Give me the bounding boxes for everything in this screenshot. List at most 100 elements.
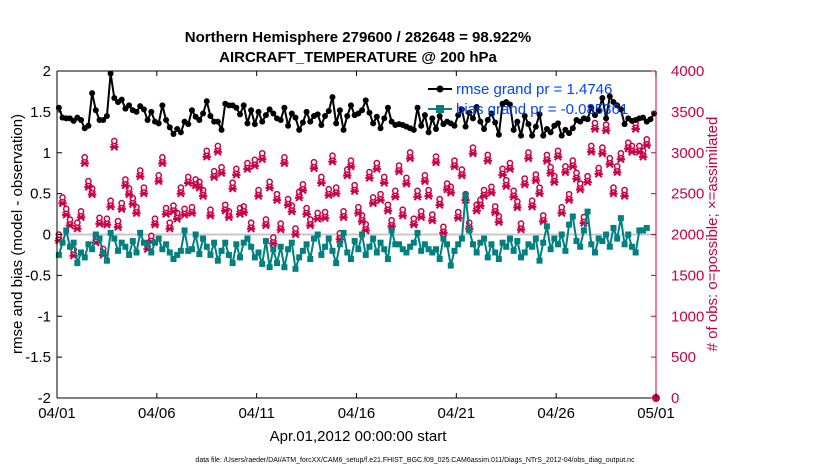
rmse-point (144, 117, 151, 124)
obs-possible-marker (639, 147, 647, 155)
obs-possible-marker (550, 172, 558, 180)
bias-point (503, 243, 510, 250)
rmse-point (270, 110, 277, 117)
bias-point (129, 238, 136, 245)
obs-possible-marker (587, 142, 595, 150)
bias-point (562, 247, 569, 254)
obs-assimilated-marker (383, 206, 393, 215)
rmse-point (292, 114, 299, 121)
obs-assimilated-marker (276, 225, 285, 234)
bias-point (495, 256, 502, 263)
obs-possible-marker (366, 168, 373, 176)
obs-assimilated-marker (154, 177, 163, 186)
bias-point (344, 249, 351, 256)
obs-assimilated-marker (117, 205, 126, 214)
bias-point (410, 239, 417, 246)
obs-possible-marker (318, 173, 325, 181)
obs-assimilated-marker (627, 148, 637, 156)
rmse-point (359, 107, 366, 114)
bias-point (288, 239, 295, 246)
data-file-footer: data file: /Users/raeder/DAI/ATM_forcXX/… (195, 457, 635, 464)
obs-assimilated-marker (317, 179, 326, 187)
obs-possible-marker (329, 152, 336, 160)
obs-assimilated-marker (380, 179, 389, 187)
obs-possible-marker (269, 234, 277, 241)
obs-assimilated-marker (494, 218, 504, 227)
obs-possible-marker (258, 149, 266, 157)
rmse-point (259, 118, 266, 125)
obs-assimilated-marker (272, 196, 282, 205)
rmse-point (418, 122, 425, 129)
rmse-point (532, 123, 539, 130)
obs-assimilated-marker (139, 189, 149, 198)
obs-possible-marker (277, 220, 285, 227)
obs-possible-marker (628, 142, 636, 150)
bias-point (418, 247, 425, 254)
rmse-point (525, 121, 532, 128)
obs-assimilated-marker (598, 149, 607, 158)
obs-assimilated-marker (150, 220, 160, 229)
obs-possible-marker (491, 203, 499, 210)
bias-point (207, 251, 214, 258)
obs-possible-marker (299, 181, 307, 188)
obs-possible-marker (484, 151, 492, 159)
obs-possible-marker (458, 166, 466, 173)
y-right-tick-label: 2000 (671, 227, 704, 244)
obs-possible-marker (417, 207, 425, 215)
rmse-point (366, 109, 373, 116)
rmse-point (237, 111, 244, 118)
bias-point (170, 256, 177, 263)
rmse-point (484, 117, 491, 124)
obs-possible-marker (358, 212, 366, 219)
obs-possible-marker (107, 197, 114, 205)
rmse-point (506, 101, 513, 108)
obs-assimilated-marker (391, 192, 400, 201)
obs-possible-marker (162, 204, 170, 212)
bias-point (577, 243, 584, 250)
obs-possible-marker (247, 219, 255, 227)
obs-possible-marker (369, 194, 377, 201)
rmse-point (126, 102, 133, 109)
obs-possible-marker (539, 212, 547, 219)
bias-point (66, 243, 73, 250)
obs-possible-marker (347, 157, 355, 164)
obs-possible-marker (547, 163, 554, 171)
obs-assimilated-marker (73, 224, 82, 233)
obs-possible-marker (240, 203, 248, 210)
obs-possible-marker (125, 185, 133, 192)
rmse-point (207, 112, 214, 119)
obs-possible-marker (244, 159, 251, 167)
bias-point (274, 260, 281, 267)
obs-possible-marker (103, 215, 111, 223)
bias-point (140, 239, 147, 246)
bias-point (177, 247, 184, 254)
rmse-point (277, 117, 284, 124)
obs-assimilated-marker (524, 154, 533, 163)
obs-possible-marker (288, 202, 296, 209)
rmse-point (377, 125, 384, 132)
bias-point (63, 227, 70, 234)
obs-possible-marker (196, 178, 203, 186)
bias-point (307, 256, 314, 263)
obs-possible-marker (225, 207, 233, 215)
bias-point (303, 241, 310, 248)
rmse-point (140, 106, 147, 113)
bias-point (118, 239, 125, 246)
rmse-point (536, 111, 543, 118)
y-tick-label: 2 (43, 63, 51, 80)
bias-point (259, 260, 266, 267)
rmse-point (647, 116, 654, 123)
obs-possible-marker (388, 216, 395, 224)
bias-point (388, 227, 395, 234)
obs-possible-marker (558, 203, 566, 211)
obs-possible-marker (114, 217, 122, 225)
bias-point (573, 238, 580, 245)
rmse-point (414, 104, 421, 111)
bias-point (351, 238, 358, 245)
rmse-point (373, 113, 380, 120)
obs-possible-marker (606, 154, 614, 162)
bias-point (510, 247, 517, 254)
obs-assimilated-marker (372, 165, 382, 174)
obs-assimilated-marker (428, 216, 437, 225)
bias-point (336, 241, 343, 248)
